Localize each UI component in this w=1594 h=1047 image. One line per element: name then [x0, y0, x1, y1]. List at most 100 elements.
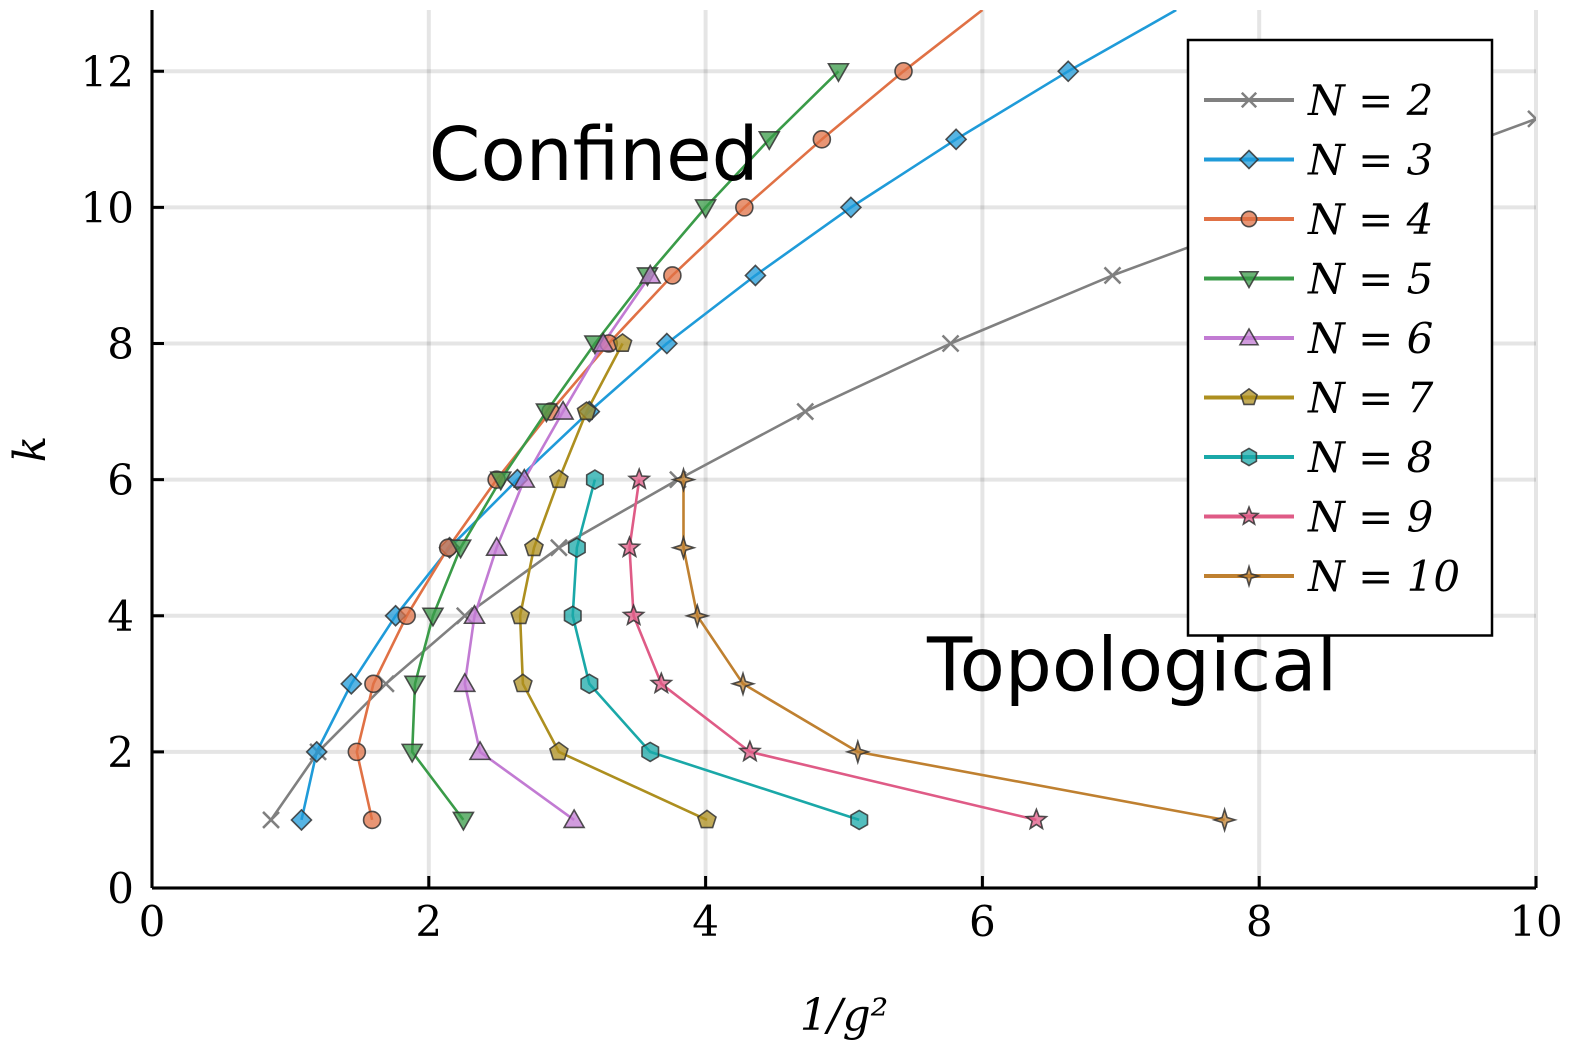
data-point: [827, 62, 850, 83]
data-point: [757, 131, 781, 151]
legend-item: N = 9: [1204, 493, 1433, 542]
data-point: [627, 466, 652, 490]
legend-label: N = 6: [1307, 314, 1433, 363]
axes: [150, 10, 1538, 890]
data-point: [694, 199, 717, 219]
data-point: [612, 333, 633, 353]
legend-marker: [1240, 210, 1258, 228]
data-point: [894, 61, 913, 81]
data-point: [340, 672, 363, 695]
data-point: [364, 674, 383, 694]
data-point: [735, 198, 754, 217]
data-point: [400, 743, 424, 764]
series-line-n5: [410, 70, 840, 821]
x-tick-label: 2: [415, 897, 442, 946]
legend-label: N = 9: [1307, 493, 1433, 542]
region-label-topological: Topological: [926, 623, 1337, 709]
legend-label: N = 10: [1307, 552, 1460, 601]
data-point: [421, 607, 445, 628]
data-point: [548, 741, 569, 761]
data-point: [512, 673, 533, 693]
data-point: [510, 605, 531, 625]
x-tick-label: 4: [692, 897, 719, 946]
legend-label: N = 3: [1307, 136, 1433, 185]
x-tick-label: 6: [969, 897, 996, 946]
data-point: [397, 606, 416, 626]
series-line-n2: [269, 117, 1536, 821]
data-point: [290, 808, 313, 832]
legend-item: N = 4: [1204, 195, 1433, 244]
data-point: [563, 605, 582, 627]
marker-layer: [262, 60, 1536, 834]
region-label-confined: Confined: [429, 112, 759, 198]
legend-item: N = 3: [1204, 136, 1433, 185]
legend-marker: [1239, 387, 1259, 406]
data-point: [548, 469, 569, 489]
marker-stroke: [1240, 91, 1258, 109]
data-point: [485, 536, 508, 556]
data-point: [649, 671, 674, 695]
marker-stroke: [1527, 110, 1536, 121]
legend-item: N = 8: [1204, 433, 1433, 482]
legend-marker: [1240, 91, 1258, 109]
data-point: [403, 675, 427, 696]
data-point: [621, 603, 646, 626]
data-point: [468, 740, 492, 761]
marker-stroke: [262, 811, 280, 829]
legend-marker: [1236, 563, 1262, 589]
data-point: [551, 399, 575, 420]
data-point: [850, 809, 869, 831]
legend: N = 2 N = 3 N = 4 N = 5 N = 6 N = 7 N = 8 N = 9…: [1186, 38, 1494, 637]
legend-label: N = 4: [1307, 195, 1433, 244]
legend-item: N = 2: [1204, 76, 1433, 125]
marker-stroke: [1527, 117, 1536, 128]
data-point: [305, 740, 328, 764]
data-point: [1103, 266, 1122, 285]
data-point: [796, 402, 815, 421]
legend-item: N = 10: [1204, 552, 1460, 601]
data-point: [744, 264, 767, 287]
y-tick-label: 10: [81, 183, 134, 232]
data-point: [670, 466, 697, 493]
y-axis-title: k: [5, 436, 56, 463]
data-point: [580, 673, 599, 695]
annotations: Confined Topological: [429, 112, 1337, 708]
data-point: [638, 263, 662, 284]
series-line-n7: [518, 342, 708, 822]
marker-stroke: [550, 538, 568, 557]
data-point: [585, 469, 604, 491]
data-point: [535, 403, 558, 424]
data-point: [463, 604, 486, 625]
data-point: [523, 537, 544, 557]
marker-stroke: [796, 402, 815, 421]
legend-item: N = 7: [1204, 374, 1434, 423]
data-point: [567, 537, 586, 559]
data-point: [452, 811, 475, 832]
legend-marker: [1238, 270, 1260, 290]
data-point: [347, 742, 367, 762]
data-point: [684, 602, 711, 630]
data-point: [729, 670, 757, 698]
data-point: [655, 332, 678, 355]
data-point: [449, 539, 473, 560]
data-point: [1211, 806, 1238, 834]
data-point: [844, 738, 871, 766]
marker-stroke: [1103, 266, 1122, 285]
data-point: [696, 809, 717, 829]
data-point: [670, 534, 697, 561]
series-line-n8: [571, 479, 860, 822]
y-tick-label: 0: [107, 864, 134, 913]
data-point: [1057, 60, 1080, 83]
data-point: [512, 468, 536, 488]
data-point: [576, 401, 597, 421]
data-point: [663, 266, 682, 285]
marker-stroke: [455, 606, 474, 625]
legend-item: N = 6: [1204, 314, 1433, 363]
data-point: [617, 534, 642, 558]
data-point: [839, 196, 863, 219]
legend-marker: [1237, 504, 1261, 526]
data-point: [944, 128, 968, 151]
legend-item: N = 5: [1204, 255, 1433, 304]
legend-label: N = 5: [1307, 255, 1433, 304]
data-point: [1527, 110, 1536, 128]
